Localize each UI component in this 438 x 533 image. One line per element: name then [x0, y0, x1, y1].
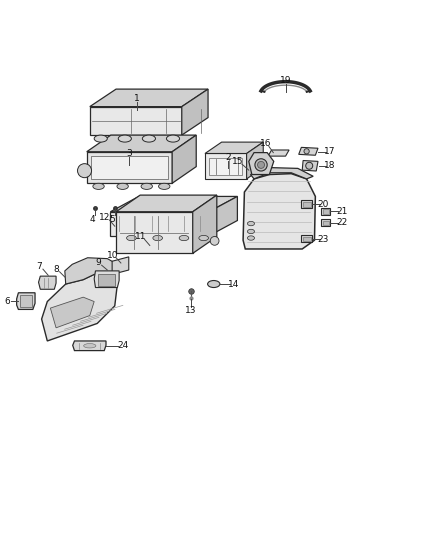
- Polygon shape: [172, 135, 196, 183]
- Text: 3: 3: [126, 149, 132, 158]
- Text: 10: 10: [107, 251, 118, 260]
- Ellipse shape: [153, 236, 162, 241]
- Text: 24: 24: [117, 341, 128, 350]
- Ellipse shape: [93, 183, 104, 189]
- Text: 8: 8: [53, 264, 59, 273]
- Ellipse shape: [199, 236, 208, 241]
- Ellipse shape: [208, 280, 220, 287]
- Polygon shape: [110, 212, 209, 236]
- Ellipse shape: [117, 183, 128, 189]
- Text: 4: 4: [89, 215, 95, 224]
- Polygon shape: [73, 341, 106, 351]
- Polygon shape: [91, 156, 168, 179]
- Ellipse shape: [142, 135, 155, 142]
- Polygon shape: [249, 152, 274, 174]
- Polygon shape: [94, 271, 119, 287]
- Polygon shape: [243, 174, 315, 249]
- Polygon shape: [205, 154, 247, 179]
- Polygon shape: [209, 197, 237, 236]
- Text: 2: 2: [225, 152, 230, 161]
- Text: 14: 14: [228, 279, 240, 288]
- Polygon shape: [116, 195, 217, 212]
- Polygon shape: [209, 158, 242, 174]
- Polygon shape: [90, 107, 182, 135]
- Ellipse shape: [166, 135, 180, 142]
- Polygon shape: [303, 237, 311, 241]
- Text: 20: 20: [318, 200, 329, 209]
- Ellipse shape: [247, 229, 254, 233]
- Ellipse shape: [127, 236, 136, 241]
- Text: 16: 16: [260, 139, 272, 148]
- Polygon shape: [87, 152, 172, 183]
- Polygon shape: [39, 276, 56, 289]
- Circle shape: [210, 237, 219, 245]
- Polygon shape: [65, 258, 117, 284]
- Text: 19: 19: [280, 76, 291, 85]
- Text: 7: 7: [36, 262, 42, 271]
- Circle shape: [306, 162, 313, 169]
- Polygon shape: [112, 257, 129, 274]
- Text: 23: 23: [318, 235, 329, 244]
- Ellipse shape: [118, 135, 131, 142]
- Polygon shape: [193, 195, 217, 253]
- Circle shape: [258, 161, 265, 168]
- Ellipse shape: [84, 344, 96, 348]
- Polygon shape: [251, 167, 313, 179]
- Text: 15: 15: [232, 157, 244, 166]
- Ellipse shape: [179, 236, 189, 241]
- Circle shape: [304, 149, 309, 154]
- Polygon shape: [17, 293, 35, 310]
- Text: 5: 5: [109, 215, 115, 224]
- Polygon shape: [301, 236, 312, 243]
- Ellipse shape: [159, 183, 170, 189]
- Polygon shape: [323, 209, 329, 214]
- Polygon shape: [301, 200, 312, 208]
- Polygon shape: [116, 212, 193, 253]
- Polygon shape: [247, 142, 263, 179]
- Polygon shape: [323, 221, 329, 225]
- Ellipse shape: [141, 183, 152, 189]
- Text: 11: 11: [135, 232, 147, 241]
- Polygon shape: [302, 160, 318, 171]
- Polygon shape: [20, 295, 32, 307]
- Polygon shape: [98, 274, 115, 286]
- Polygon shape: [268, 150, 289, 156]
- Polygon shape: [321, 208, 330, 215]
- Ellipse shape: [94, 135, 107, 142]
- Ellipse shape: [247, 221, 254, 226]
- Polygon shape: [299, 147, 318, 155]
- Text: 18: 18: [324, 161, 335, 170]
- Text: 1: 1: [134, 94, 140, 103]
- Polygon shape: [87, 135, 196, 152]
- Text: 12: 12: [99, 213, 111, 222]
- Text: 17: 17: [324, 147, 335, 156]
- Text: 9: 9: [95, 258, 101, 267]
- Ellipse shape: [247, 236, 254, 240]
- Text: 22: 22: [336, 218, 347, 227]
- Polygon shape: [205, 142, 263, 154]
- Circle shape: [255, 159, 267, 171]
- Text: 13: 13: [185, 306, 197, 315]
- Polygon shape: [42, 274, 117, 341]
- Polygon shape: [303, 201, 311, 207]
- Polygon shape: [110, 197, 237, 212]
- Polygon shape: [182, 89, 208, 135]
- Polygon shape: [50, 297, 94, 328]
- Circle shape: [78, 164, 92, 177]
- Text: 21: 21: [336, 207, 347, 216]
- Polygon shape: [90, 89, 208, 107]
- Text: 6: 6: [4, 296, 10, 305]
- Polygon shape: [321, 219, 330, 226]
